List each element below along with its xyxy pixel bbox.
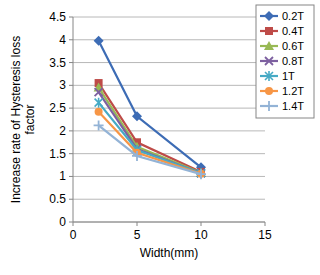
y-tick: [69, 108, 73, 109]
y-tick-label: 2: [59, 124, 66, 138]
legend: 0.2T 0.4T 0.6T 0.8T 1T 1.2T 1.4T: [256, 5, 314, 118]
legend-label: 0.8T: [282, 55, 304, 67]
y-tick-label: 4: [59, 33, 66, 47]
y-axis-label-line: Increase rate of Hysteresis loss: [9, 36, 23, 203]
series-line: [99, 92, 201, 173]
x-tick-label: 15: [258, 228, 272, 242]
y-tick-label: 1.5: [49, 147, 66, 161]
y-tick: [69, 222, 73, 223]
y-tick-label: 0: [59, 215, 66, 229]
grid-line: [73, 222, 265, 223]
y-tick-label: 2.5: [49, 101, 66, 115]
y-tick: [69, 130, 73, 131]
legend-marker: [264, 41, 274, 50]
marker: [132, 151, 142, 161]
y-tick: [69, 153, 73, 154]
marker: [95, 98, 103, 108]
x-tick-label: 0: [70, 228, 77, 242]
chart: 0 0.5 1 1.5 2 2.5 3 3.5 4 4.5 0 5 10 15 Width(mm) Incre…: [0, 0, 320, 275]
grid-line: [73, 153, 265, 154]
x-tick: [73, 222, 74, 226]
marker: [94, 36, 104, 46]
legend-label: 1.2T: [282, 85, 304, 97]
y-tick-label: 1: [59, 169, 66, 183]
series-line: [99, 103, 201, 174]
y-tick: [69, 85, 73, 86]
y-tick-label: 3.5: [49, 56, 66, 70]
grid-line: [73, 176, 265, 177]
legend-marker: [265, 87, 273, 95]
grid-line: [73, 62, 265, 63]
y-axis-label-line: factor: [23, 104, 37, 134]
marker: [196, 169, 206, 179]
x-tick: [137, 222, 138, 226]
marker: [94, 120, 104, 130]
y-tick: [69, 39, 73, 40]
legend-marker: [265, 71, 273, 81]
y-axis: [73, 17, 74, 222]
legend-marker: [265, 57, 273, 65]
x-tick: [265, 222, 266, 226]
y-tick-label: 3: [59, 78, 66, 92]
grid-line: [73, 17, 265, 18]
grid-line: [73, 130, 265, 131]
legend-label: 0.2T: [282, 10, 304, 22]
series-line: [99, 125, 201, 174]
y-tick-label: 4.5: [49, 10, 66, 24]
x-axis-label: Width(mm): [140, 246, 199, 260]
x-tick-label: 10: [194, 228, 208, 242]
x-tick-label: 5: [134, 228, 141, 242]
marker: [132, 111, 142, 121]
legend-marker: [265, 27, 273, 35]
legend-label: 1T: [282, 70, 295, 82]
marker: [95, 108, 103, 116]
legend-label: 1.4T: [282, 100, 304, 112]
y-tick: [69, 17, 73, 18]
legend-label: 0.4T: [282, 25, 304, 37]
plot-area: [94, 36, 206, 179]
y-tick: [69, 62, 73, 63]
x-tick: [201, 222, 202, 226]
series-line: [99, 112, 201, 174]
marker: [94, 83, 104, 92]
legend-marker: [264, 101, 274, 111]
legend-marker: [264, 11, 274, 21]
legend-label: 0.6T: [282, 40, 304, 52]
marker: [95, 88, 103, 96]
grid-line: [73, 199, 265, 200]
y-tick-label: 0.5: [49, 192, 66, 206]
x-axis: [73, 222, 265, 223]
y-tick: [69, 176, 73, 177]
legend-box: [256, 5, 314, 118]
y-tick: [69, 199, 73, 200]
y-axis-label: Increase rate of Hysteresis lossfactor: [9, 36, 37, 203]
